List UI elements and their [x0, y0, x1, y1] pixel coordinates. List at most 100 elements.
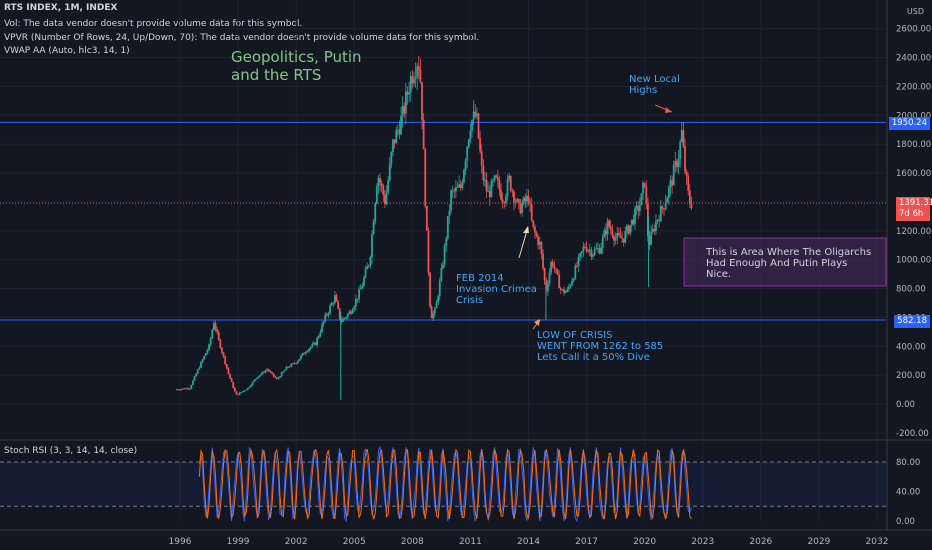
oligarchs-zone-box[interactable]: [683, 237, 887, 287]
candle-body: [392, 139, 394, 153]
candle-body: [195, 373, 198, 377]
feb2014-annotation[interactable]: FEB 2014 Invasion Crimea Crisis: [456, 273, 537, 306]
candle-body: [446, 215, 449, 239]
candle-body: [282, 371, 285, 373]
candle-body: [464, 160, 467, 171]
x-tick-label: 2014: [517, 537, 540, 547]
candle-body: [656, 219, 659, 222]
candle-body: [564, 291, 567, 294]
candle-body: [371, 233, 373, 258]
candle-body: [595, 248, 598, 250]
candle-body: [256, 377, 259, 379]
candle-body: [227, 368, 230, 374]
candle-body: [372, 221, 375, 234]
stoch-rsi-legend[interactable]: Stoch RSI (3, 3, 14, 14, close): [4, 446, 138, 456]
candle-body: [240, 392, 243, 393]
candle-body: [198, 367, 201, 370]
candle-body: [311, 344, 314, 348]
chart-title-annotation[interactable]: Geopolitics, Putin and the RTS: [231, 48, 362, 84]
candle-body: [596, 247, 599, 249]
x-tick-label: 2020: [633, 537, 656, 547]
candle-body: [451, 190, 454, 192]
candle-body: [529, 203, 532, 205]
currency-label: USD: [906, 7, 924, 16]
candle-body: [537, 236, 540, 245]
candle-body: [517, 199, 520, 203]
candle-body: [340, 319, 343, 322]
oligarchs-zone-text[interactable]: This is Area Where The Oligarchs Had Eno…: [706, 247, 872, 280]
candle-body: [474, 111, 477, 117]
candle-body: [342, 318, 344, 322]
candle-body: [669, 180, 672, 188]
candle-body: [375, 186, 378, 204]
x-tick-label: 2002: [285, 537, 308, 547]
x-tick-label: 2005: [343, 537, 366, 547]
candle-body: [338, 308, 341, 320]
x-tick-label: 1999: [227, 537, 250, 547]
candle-body: [366, 266, 369, 270]
candle-body: [329, 305, 331, 314]
candle-body: [522, 197, 525, 205]
candle-body: [534, 226, 536, 233]
candle-body: [285, 366, 288, 370]
candle-body: [409, 76, 412, 93]
candle-body: [580, 251, 583, 254]
candle-body: [219, 339, 222, 348]
candle-body: [262, 372, 265, 373]
candle-body: [569, 285, 572, 287]
candle-body: [493, 175, 496, 181]
candle-body: [632, 219, 635, 225]
candle-body: [524, 197, 527, 202]
candle-body: [400, 116, 402, 135]
y-tick-label: 400.00: [896, 342, 926, 352]
candle-body: [561, 289, 564, 291]
symbol-title[interactable]: RTS INDEX, 1M, INDEX: [4, 3, 118, 13]
candle-body: [434, 308, 436, 314]
candle-body: [325, 314, 328, 316]
candle-body: [558, 274, 561, 289]
candle-body: [492, 180, 494, 182]
candle-body: [645, 186, 648, 204]
candle-body: [290, 363, 293, 367]
candle-body: [230, 378, 233, 383]
candle-body: [572, 278, 575, 281]
candle-body: [187, 388, 189, 390]
candle-body: [617, 232, 620, 235]
candle-body: [388, 163, 391, 181]
y-tick-label: 200.00: [896, 371, 926, 381]
candle-body: [566, 289, 569, 292]
candle-body: [259, 374, 262, 376]
candle-body: [277, 377, 280, 380]
candle-body: [550, 261, 552, 273]
low-crisis-annotation[interactable]: LOW OF CRISIS WENT FROM 1262 to 585 Lets…: [537, 330, 664, 363]
candle-body: [459, 184, 462, 188]
candle-body: [588, 249, 591, 251]
candle-body: [445, 238, 448, 246]
candle-body: [304, 351, 307, 354]
candle-body: [253, 380, 256, 382]
y-tick-label: 1800.00: [896, 140, 931, 150]
new-highs-annotation[interactable]: New Local Highs: [629, 74, 680, 96]
candle-body: [685, 171, 688, 177]
candle-body: [458, 184, 461, 188]
candle-body: [280, 372, 283, 377]
candle-body: [661, 206, 664, 209]
candle-body: [658, 219, 661, 222]
candle-body: [301, 353, 304, 356]
candle-body: [532, 220, 535, 227]
vol-indicator-legend[interactable]: Vol: The data vendor doesn't provide vol…: [4, 19, 303, 29]
candle-body: [525, 195, 528, 202]
candle-body: [511, 190, 514, 192]
candle-body: [177, 389, 180, 391]
candle-body: [453, 190, 456, 192]
candle-body: [653, 228, 656, 232]
current-price-tag: 1391.31 7d 6h: [896, 197, 932, 221]
y-tick-label: 1200.00: [896, 227, 931, 237]
new-highs-arrow-head: [665, 107, 672, 113]
candle-body: [471, 120, 473, 131]
candle-body: [300, 355, 302, 359]
candle-body: [180, 389, 183, 390]
vwap-indicator-legend[interactable]: VWAP AA (Auto, hlc3, 14, 1): [4, 46, 130, 56]
vpvr-indicator-legend[interactable]: VPVR (Number Of Rows, 24, Up/Down, 70): …: [4, 33, 480, 43]
